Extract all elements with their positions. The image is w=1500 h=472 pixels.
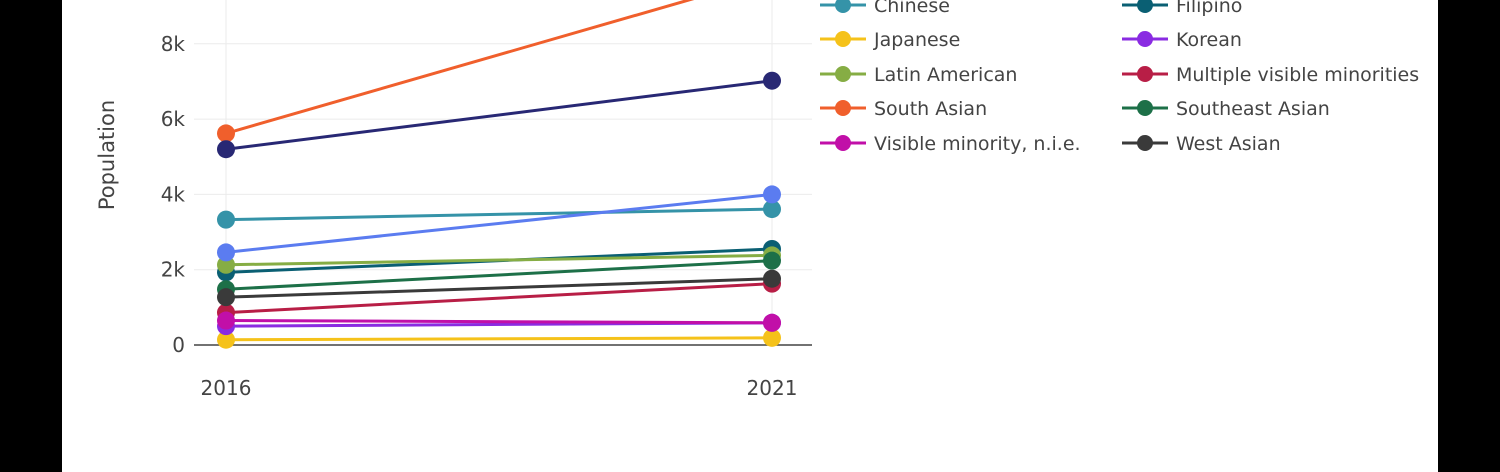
legend-label: West Asian [1176, 133, 1281, 155]
series-group [217, 200, 781, 229]
data-point[interactable] [763, 71, 781, 90]
data-point[interactable] [763, 269, 781, 288]
series-line [225, 282, 773, 315]
legend-label: Japanese [873, 29, 960, 51]
series-line [225, 253, 773, 267]
legend-swatch-marker [1137, 135, 1153, 151]
legend-item[interactable]: Latin American [820, 64, 1017, 86]
data-point[interactable] [217, 311, 235, 330]
x-tick-label: 2021 [747, 376, 798, 400]
legend-label: Multiple visible minorities [1176, 64, 1419, 86]
series-line [225, 259, 773, 291]
y-tick-label: 2k [161, 258, 186, 282]
legend-item[interactable]: South Asian [820, 98, 987, 120]
series-lines [217, 0, 781, 349]
legend-swatch-marker [835, 66, 851, 82]
legend-swatch-marker [835, 31, 851, 47]
legend-label: Southeast Asian [1176, 98, 1330, 120]
legend-label: Korean [1176, 29, 1242, 51]
legend-swatch-marker [1137, 31, 1153, 47]
legend-swatch-marker [1137, 66, 1153, 82]
legend-label: South Asian [874, 98, 987, 120]
series-group [217, 269, 781, 307]
data-point[interactable] [763, 328, 781, 347]
legend-label: Latin American [874, 64, 1017, 86]
series-group [217, 71, 781, 159]
legend-swatch-marker [1137, 0, 1153, 13]
data-point[interactable] [217, 330, 235, 349]
legend-item[interactable]: Southeast Asian [1122, 98, 1330, 120]
legend-label: Chinese [874, 0, 950, 17]
data-point[interactable] [763, 200, 781, 219]
series-group [217, 313, 781, 336]
legend-label: Filipino [1176, 0, 1242, 17]
legend-item[interactable]: Japanese [820, 29, 960, 51]
series-line [225, 0, 695, 135]
data-point[interactable] [217, 288, 235, 307]
data-point[interactable] [763, 251, 781, 270]
y-axis-title: Population [95, 100, 119, 210]
series-line [225, 336, 773, 342]
data-point[interactable] [217, 140, 235, 159]
series-line [225, 192, 773, 254]
line-chart: 0 2k 4k 6k 8k 2016 2021 Population Chinese Filip… [95, 0, 1419, 400]
data-point[interactable] [217, 243, 235, 262]
axes: 0 2k 4k 6k 8k 2016 2021 Population [95, 32, 812, 400]
series-line [225, 79, 773, 151]
legend-item[interactable]: Filipino [1122, 0, 1242, 17]
data-point[interactable] [217, 210, 235, 229]
legend-label: Visible minority, n.i.e. [874, 133, 1081, 155]
series-line [225, 207, 773, 222]
data-point[interactable] [217, 124, 235, 143]
data-point[interactable] [217, 255, 235, 274]
y-tick-label: 0 [172, 333, 185, 357]
series-line [225, 319, 773, 325]
data-point[interactable] [763, 313, 781, 332]
gridlines [194, 0, 812, 345]
series-line [225, 277, 773, 299]
legend-item[interactable]: Visible minority, n.i.e. [820, 133, 1081, 155]
legend-item[interactable]: Multiple visible minorities [1122, 64, 1419, 86]
series-group [217, 0, 695, 143]
x-tick-label: 2016 [201, 376, 252, 400]
legend-item[interactable]: Korean [1122, 29, 1242, 51]
chart-frame: 0 2k 4k 6k 8k 2016 2021 Population Chinese Filip… [62, 0, 1438, 472]
y-tick-label: 8k [161, 32, 186, 56]
y-tick-label: 4k [161, 182, 186, 206]
legend-swatch-marker [835, 0, 851, 13]
legend-item[interactable]: West Asian [1122, 133, 1281, 155]
series-group [217, 311, 781, 332]
y-tick-label: 6k [161, 107, 186, 131]
legend: Chinese Filipino Japanese Korean Latin Ameri… [820, 0, 1419, 155]
series-group [217, 328, 781, 349]
series-group [217, 185, 781, 262]
data-point[interactable] [763, 185, 781, 204]
legend-swatch-marker [835, 100, 851, 116]
legend-swatch-marker [835, 135, 851, 151]
legend-item[interactable]: Chinese [820, 0, 950, 17]
legend-swatch-marker [1137, 100, 1153, 116]
